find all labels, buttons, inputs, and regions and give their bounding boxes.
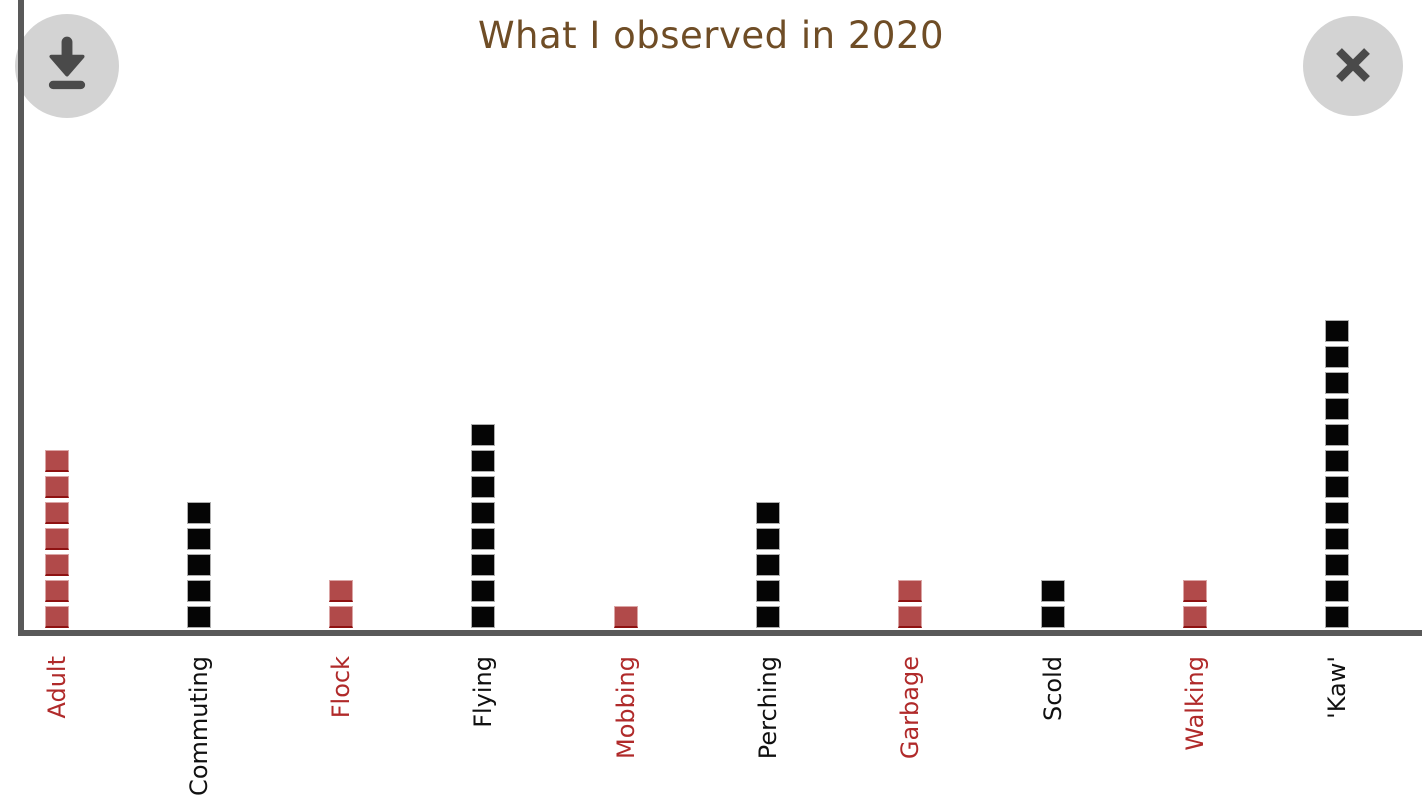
unit-square	[44, 450, 69, 472]
unit-square	[1325, 554, 1350, 576]
x-label-cell: Commuting	[128, 656, 270, 796]
unit-square	[44, 580, 69, 602]
bar-perching	[756, 498, 780, 628]
x-label-mobbing: Mobbing	[611, 656, 640, 759]
unit-square	[329, 606, 354, 628]
bar-walking	[1182, 576, 1207, 628]
unit-square	[186, 528, 211, 550]
bar-kaw	[1325, 316, 1350, 628]
unit-square	[1325, 398, 1350, 420]
x-label-cell: Perching	[697, 656, 839, 759]
unit-square	[1325, 528, 1350, 550]
unit-square	[1325, 450, 1350, 472]
unit-square	[898, 580, 923, 602]
chart-title: What I observed in 2020	[477, 14, 945, 57]
unit-square	[1182, 606, 1207, 628]
unit-square	[1325, 424, 1350, 446]
x-label-cell: Walking	[1124, 656, 1266, 751]
unit-square	[1040, 580, 1065, 602]
unit-square	[44, 554, 69, 576]
x-label-commuting: Commuting	[184, 656, 213, 796]
x-label-cell: Flying	[412, 656, 554, 728]
unit-square	[756, 606, 780, 628]
x-label-cell: Adult	[0, 656, 128, 719]
close-button[interactable]	[1303, 16, 1403, 116]
unit-square	[1325, 346, 1350, 368]
unit-square	[1325, 502, 1350, 524]
unit-square	[471, 502, 496, 524]
x-label-cell: Garbage	[839, 656, 981, 759]
unit-square	[613, 606, 638, 628]
x-label-walking: Walking	[1180, 656, 1209, 751]
x-label-kaw: 'Kaw'	[1323, 656, 1352, 719]
unit-square	[44, 502, 69, 524]
x-label-perching: Perching	[754, 656, 782, 760]
bar-adult	[44, 446, 69, 628]
unit-square	[186, 580, 211, 602]
close-icon	[1325, 37, 1381, 96]
x-label-cell: Scold	[982, 656, 1124, 721]
x-label-garbage: Garbage	[896, 656, 925, 760]
unit-square	[756, 580, 780, 602]
bar-commuting	[186, 498, 211, 628]
unit-square	[1325, 320, 1350, 342]
x-label-flying: Flying	[469, 656, 498, 728]
unit-square	[756, 502, 780, 524]
unit-square	[471, 554, 496, 576]
unit-square	[1325, 476, 1350, 498]
unit-square	[1040, 606, 1065, 628]
unit-square	[44, 606, 69, 628]
unit-square	[471, 606, 496, 628]
unit-square	[756, 554, 780, 576]
bar-mobbing	[613, 602, 638, 628]
unit-square	[44, 476, 69, 498]
bar-flock	[329, 576, 354, 628]
x-axis-line	[18, 630, 1422, 636]
unit-square	[186, 606, 211, 628]
unit-square	[471, 424, 496, 446]
x-label-adult: Adult	[42, 656, 71, 719]
bar-garbage	[898, 576, 923, 628]
unit-square	[1325, 580, 1350, 602]
unit-square	[471, 580, 496, 602]
bar-flying	[471, 420, 496, 628]
y-axis-line	[18, 0, 24, 636]
unit-square	[1325, 372, 1350, 394]
unit-square	[186, 554, 211, 576]
unit-square	[1182, 580, 1207, 602]
unit-square	[186, 502, 211, 524]
unit-square	[471, 476, 496, 498]
x-label-flock: Flock	[327, 656, 356, 719]
download-icon	[38, 36, 96, 97]
bar-scold	[1040, 576, 1065, 628]
x-label-cell: Mobbing	[555, 656, 697, 759]
unit-square	[898, 606, 923, 628]
unit-square	[1325, 606, 1350, 628]
unit-square	[471, 450, 496, 472]
unit-square	[44, 528, 69, 550]
download-button[interactable]	[15, 14, 119, 118]
unit-square	[471, 528, 496, 550]
x-label-scold: Scold	[1038, 656, 1067, 722]
x-label-cell: Flock	[270, 656, 412, 718]
unit-square	[756, 528, 780, 550]
unit-square	[329, 580, 354, 602]
x-label-cell: 'Kaw'	[1266, 656, 1408, 719]
